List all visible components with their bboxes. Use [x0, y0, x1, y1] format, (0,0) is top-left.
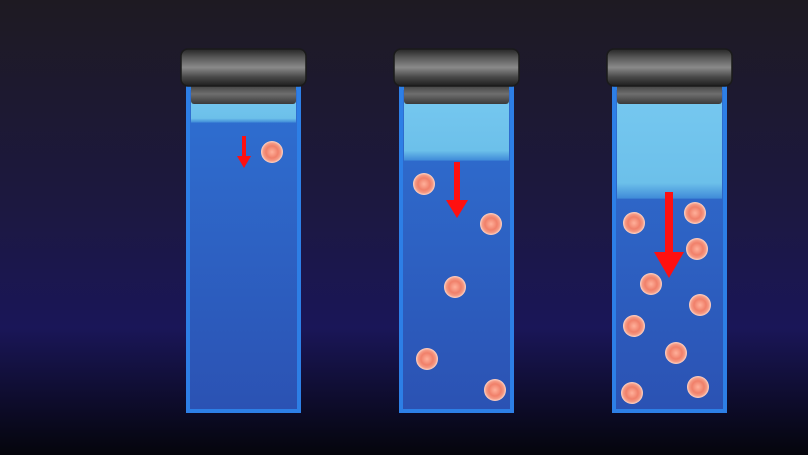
- tube-3: [606, 48, 733, 413]
- cap: [393, 48, 520, 87]
- tube-1: [180, 48, 307, 413]
- particle: [444, 276, 466, 298]
- arrow-shaft: [242, 136, 246, 157]
- arrow-shaft: [665, 192, 673, 253]
- particle: [621, 382, 643, 404]
- particle: [484, 379, 506, 401]
- cap-ring: [404, 84, 509, 104]
- cap-ring: [191, 84, 296, 104]
- headspace: [617, 94, 722, 199]
- arrow-head: [446, 200, 468, 218]
- particle: [689, 294, 711, 316]
- particle: [480, 213, 502, 235]
- arrow-head: [654, 252, 684, 278]
- arrow-head: [237, 156, 251, 168]
- particle: [640, 273, 662, 295]
- tubes-layer: [180, 48, 733, 413]
- particle: [623, 315, 645, 337]
- particle: [665, 342, 687, 364]
- cap: [180, 48, 307, 87]
- particle: [416, 348, 438, 370]
- particle: [687, 376, 709, 398]
- particle: [684, 202, 706, 224]
- tube-2: [393, 48, 520, 413]
- cap-ring: [617, 84, 722, 104]
- cap: [606, 48, 733, 87]
- particle: [623, 212, 645, 234]
- headspace: [404, 94, 509, 161]
- arrow-shaft: [454, 162, 460, 201]
- particle: [261, 141, 283, 163]
- particle: [413, 173, 435, 195]
- particle: [686, 238, 708, 260]
